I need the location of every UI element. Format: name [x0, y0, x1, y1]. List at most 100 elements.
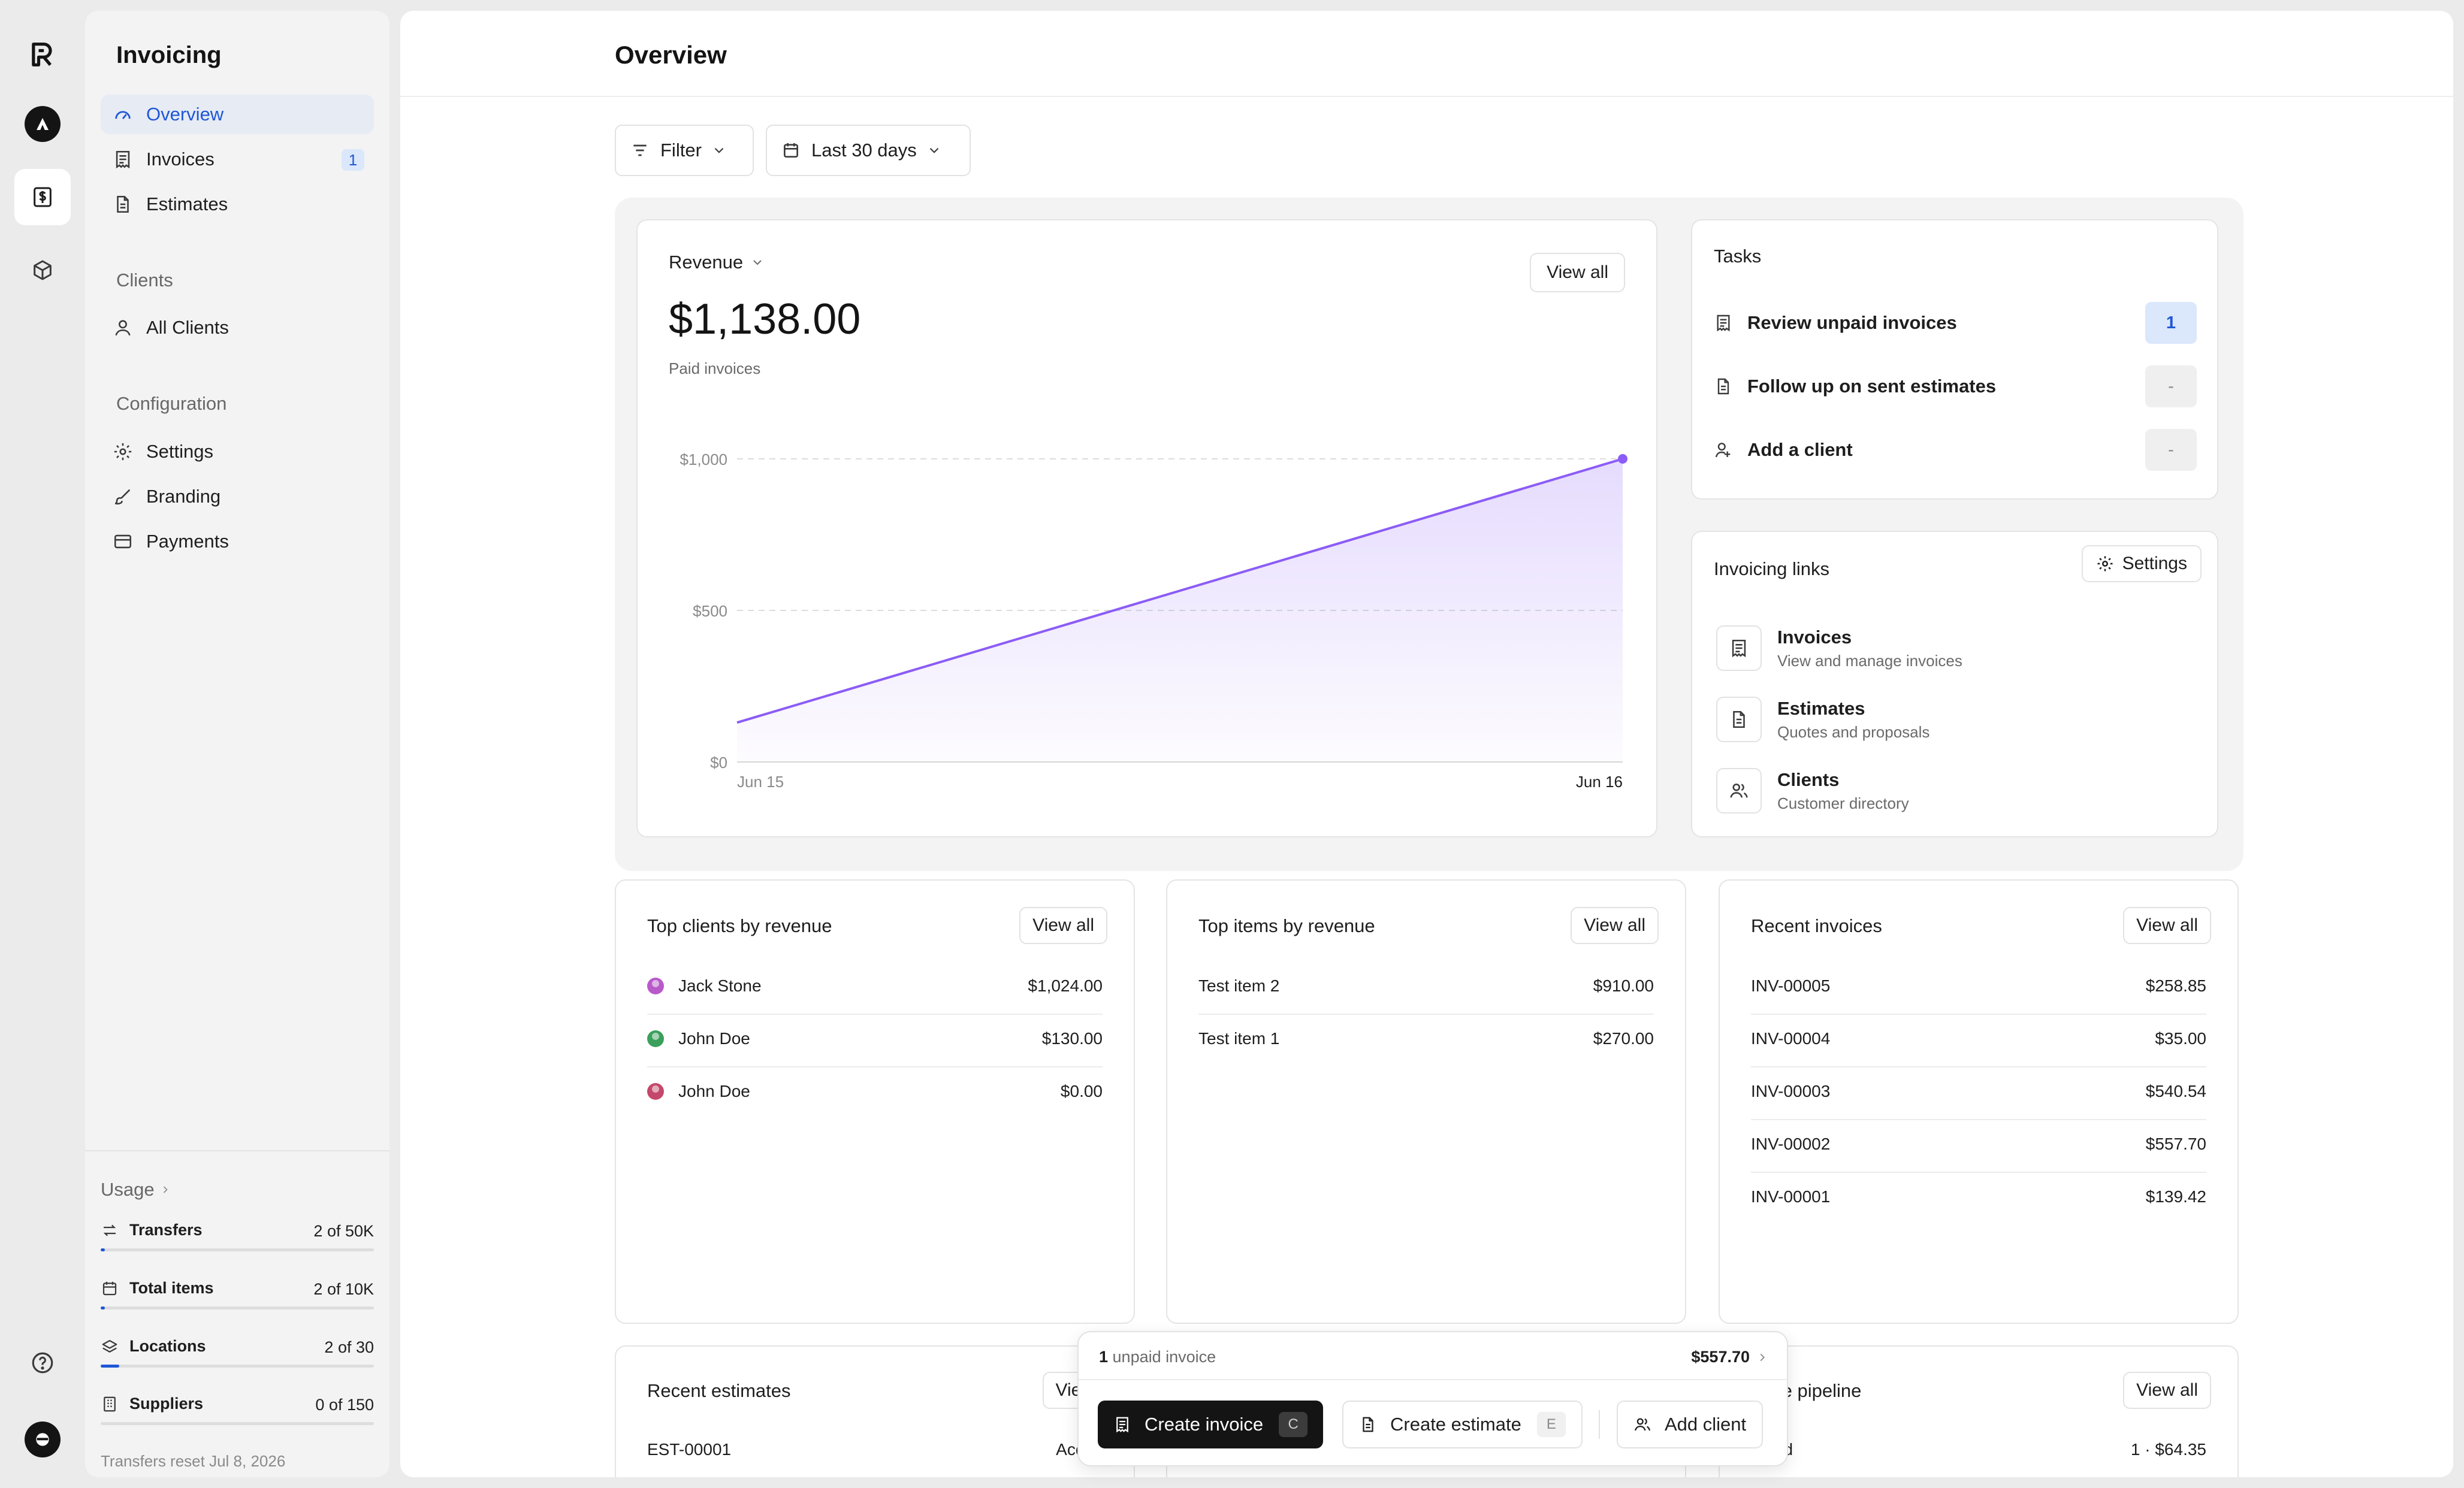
y-tick-label: $0 [710, 754, 727, 772]
filter-button[interactable]: Filter [615, 125, 754, 176]
link-title: Estimates [1777, 698, 1865, 719]
link-description: Quotes and proposals [1777, 723, 1930, 741]
date-range-label: Last 30 days [811, 140, 917, 161]
task-add-client[interactable]: Add a client - [1714, 429, 2197, 471]
invoices-count-badge: 1 [342, 149, 364, 171]
list-item[interactable]: Test item 2 $910.00 [1198, 962, 1654, 1015]
inventory-box-icon[interactable] [14, 242, 71, 298]
list-item[interactable]: John Doe $0.00 [647, 1067, 1103, 1120]
usage-count: 2 of 50K [313, 1222, 374, 1240]
sidebar-item-label: Settings [146, 441, 214, 462]
chevron-right-icon [164, 1186, 168, 1193]
list-item[interactable]: epted 1 · $64.35 [1751, 1426, 2206, 1477]
list-item[interactable]: EST-00001 Accep [647, 1426, 1103, 1477]
user-avatar-icon[interactable] [14, 1411, 71, 1468]
user-icon [115, 320, 131, 336]
list-item[interactable]: John Doe $130.00 [647, 1015, 1103, 1067]
client-revenue: $0.00 [1060, 1082, 1103, 1100]
sidebar-title: Invoicing [116, 42, 222, 68]
document-icon [1363, 1417, 1373, 1432]
revenue-subtitle: Paid invoices [669, 359, 761, 377]
tasks-title: Tasks [1714, 246, 1762, 267]
unpaid-summary[interactable]: 1 unpaid invoice $557.70 [1099, 1345, 1769, 1369]
recent-invoices-view-all-button[interactable]: View all [2123, 907, 2211, 944]
sidebar-item-branding[interactable]: Branding [101, 477, 374, 516]
y-tick-label: $1,000 [680, 450, 727, 468]
task-follow-up-estimates[interactable]: Follow up on sent estimates - [1714, 365, 2197, 407]
link-invoices[interactable]: Invoices View and manage invoices [1716, 625, 2190, 679]
revenue-metric-dropdown[interactable]: Revenue [669, 252, 765, 273]
gear-icon [114, 443, 132, 461]
shortcut-key: C [1279, 1412, 1308, 1437]
sidebar-item-all-clients[interactable]: All Clients [101, 308, 374, 347]
clients-heading: Clients [116, 270, 173, 291]
invoicing-app-icon[interactable] [14, 169, 71, 225]
invoicing-links-settings-button[interactable]: Settings [2081, 545, 2202, 582]
layers-icon [102, 1339, 117, 1353]
client-revenue: $1,024.00 [1028, 976, 1103, 995]
invoice-number: INV-00003 [1751, 1082, 1831, 1100]
create-estimate-button[interactable]: Create estimate E [1342, 1401, 1583, 1448]
item-name: Test item 1 [1198, 1029, 1280, 1048]
app-rail [0, 0, 84, 1488]
list-item[interactable]: INV-00001 $139.42 [1751, 1173, 2206, 1226]
sidebar: Invoicing Overview Invoices 1 Estimates … [85, 11, 389, 1477]
item-revenue: $910.00 [1593, 976, 1654, 995]
list-item[interactable]: INV-00004 $35.00 [1751, 1015, 2206, 1067]
invoice-number: INV-00004 [1751, 1029, 1831, 1048]
sidebar-item-settings[interactable]: Settings [101, 432, 374, 471]
add-client-button[interactable]: Add client [1617, 1401, 1764, 1448]
unpaid-text: unpaid invoice [1108, 1348, 1216, 1366]
top-clients-title: Top clients by revenue [647, 915, 832, 936]
card-icon [114, 534, 132, 549]
client-avatar [647, 1083, 664, 1100]
list-item[interactable]: INV-00002 $557.70 [1751, 1120, 2206, 1173]
list-item[interactable]: Test item 1 $270.00 [1198, 1015, 1654, 1067]
top-items-view-all-button[interactable]: View all [1571, 907, 1659, 944]
sidebar-item-estimates[interactable]: Estimates [101, 185, 374, 224]
sidebar-item-overview[interactable]: Overview [101, 95, 374, 134]
create-invoice-button[interactable]: Create invoice C [1098, 1401, 1324, 1448]
app-logo-icon[interactable] [14, 26, 71, 83]
chevron-right-icon [1760, 1353, 1765, 1361]
page-title: Overview [615, 41, 727, 69]
workspace-avatar-icon[interactable] [14, 96, 71, 152]
estimate-pipeline-view-all-button[interactable]: View all [2123, 1372, 2211, 1409]
usage-row-suppliers: Suppliers 0 of 150 [101, 1389, 374, 1430]
users-icon [1730, 784, 1748, 798]
invoice-number: INV-00005 [1751, 976, 1831, 995]
client-name: Jack Stone [678, 976, 762, 995]
help-icon[interactable] [14, 1335, 71, 1391]
link-clients[interactable]: Clients Customer directory [1716, 768, 2190, 822]
estimate-number: EST-00001 [647, 1440, 732, 1459]
usage-progress-bar [101, 1248, 374, 1251]
client-avatar [647, 978, 664, 994]
list-item[interactable]: INV-00003 $540.54 [1751, 1067, 2206, 1120]
sidebar-item-payments[interactable]: Payments [101, 522, 374, 561]
list-item[interactable]: Jack Stone $1,024.00 [647, 962, 1103, 1015]
create-estimate-label: Create estimate [1390, 1414, 1521, 1435]
usage-row-locations: Locations 2 of 30 [101, 1331, 374, 1373]
top-clients-view-all-button[interactable]: View all [1019, 907, 1107, 944]
sidebar-item-invoices[interactable]: Invoices 1 [101, 140, 374, 179]
task-review-unpaid-invoices[interactable]: Review unpaid invoices 1 [1714, 302, 2197, 344]
revenue-area [737, 459, 1623, 762]
usage-progress-bar [101, 1422, 374, 1425]
link-title: Invoices [1777, 627, 1852, 648]
usage-link[interactable]: Usage [101, 1179, 171, 1200]
create-invoice-label: Create invoice [1145, 1414, 1264, 1435]
revenue-view-all-button[interactable]: View all [1530, 253, 1625, 292]
link-estimates[interactable]: Estimates Quotes and proposals [1716, 697, 2190, 751]
action-bar-divider [1079, 1379, 1789, 1380]
usage-label: Total items [129, 1279, 214, 1297]
task-label: Add a client [1747, 439, 1853, 460]
usage-divider [85, 1150, 389, 1151]
usage-row-total-items: Total items 2 of 10K [101, 1273, 374, 1315]
main-content: Overview Filter Last 30 days $0 $500 $1,00… [400, 11, 2453, 1477]
list-item[interactable]: INV-00005 $258.85 [1751, 962, 2206, 1015]
usage-label: Suppliers [129, 1395, 204, 1413]
date-range-button[interactable]: Last 30 days [766, 125, 971, 176]
link-description: Customer directory [1777, 794, 1909, 812]
sidebar-item-label: Branding [146, 486, 221, 507]
invoice-number: INV-00001 [1751, 1187, 1831, 1206]
